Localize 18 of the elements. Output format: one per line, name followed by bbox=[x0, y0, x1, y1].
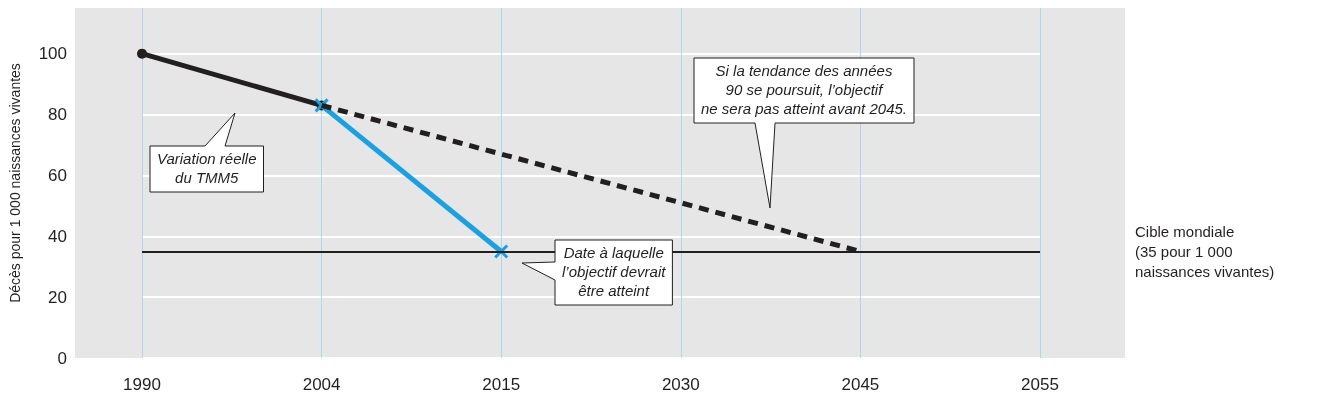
x-tick-label: 1990 bbox=[123, 375, 161, 394]
y-tick-label: 0 bbox=[57, 348, 67, 368]
x-tick-label: 2015 bbox=[482, 375, 521, 394]
x-tick-label: 2045 bbox=[841, 375, 880, 394]
y-tick-label: 100 bbox=[38, 44, 67, 64]
y-tick-label: 20 bbox=[48, 287, 67, 307]
annotation: Si la tendance des années 90 se poursuit, l’objectif ne sera pas atteint avant 2045. bbox=[701, 62, 907, 117]
annotation: Variation réelle du TMM5 bbox=[157, 150, 257, 186]
point bbox=[137, 48, 147, 59]
annotation: Date à laquelle l’objectif devrait être atteint bbox=[562, 244, 667, 299]
y-tick-label: 40 bbox=[48, 226, 67, 246]
x-tick-label: 2030 bbox=[661, 375, 700, 394]
ref-line-label: Cible mondiale (35 pour 1 000 naissances vivantes) bbox=[1135, 222, 1275, 280]
x-tick-label: 2055 bbox=[1021, 375, 1059, 394]
y-tick-label: 80 bbox=[48, 105, 67, 125]
y-axis-title: Décès pour 1 000 naissances vivantes bbox=[7, 63, 23, 303]
y-tick-label: 60 bbox=[48, 165, 67, 185]
x-tick-label: 2004 bbox=[302, 375, 341, 394]
